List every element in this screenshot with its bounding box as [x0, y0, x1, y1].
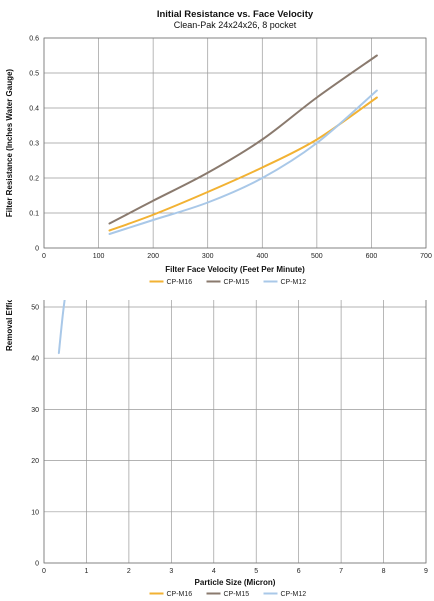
- x-tick-label: 2: [127, 568, 131, 575]
- chart-legend: CP-M16 CP-M15 CP-M12: [149, 591, 307, 598]
- grid-lines: [43, 300, 427, 564]
- x-tick-label: 7: [339, 568, 343, 575]
- x-tick-label: 700: [420, 253, 432, 260]
- x-tick-label: 3: [169, 568, 173, 575]
- x-tick-label: 4: [212, 568, 216, 575]
- x-tick-label: 500: [311, 253, 323, 260]
- legend-label: CP-M15: [224, 591, 250, 598]
- series-line-cp-m16: [108, 96, 378, 232]
- x-tick-label: 9: [424, 568, 428, 575]
- resistance-chart: Initial Resistance vs. Face VelocityClea…: [5, 9, 432, 286]
- y-tick-label: 0: [35, 561, 39, 568]
- x-tick-label: 100: [93, 253, 105, 260]
- y-tick-label: 0.5: [29, 71, 39, 78]
- legend-label: CP-M16: [167, 591, 193, 598]
- x-tick-label: 6: [297, 568, 301, 575]
- legend-label: CP-M15: [224, 279, 250, 286]
- legend-label: CP-M12: [281, 591, 307, 598]
- y-tick-label: 30: [31, 407, 39, 414]
- grid-lines: [43, 37, 427, 249]
- y-axis-label: Filter Resistance (Inches Water Gauge): [5, 69, 14, 218]
- y-tick-label: 50: [31, 305, 39, 312]
- x-tick-label: 1: [84, 568, 88, 575]
- series-line-cp-m12: [57, 300, 66, 355]
- legend-label: CP-M16: [167, 279, 193, 286]
- plot-frame: [43, 37, 427, 249]
- x-tick-label: 5: [254, 568, 258, 575]
- x-axis-label: Particle Size (Micron): [195, 578, 276, 587]
- x-tick-label: 600: [366, 253, 378, 260]
- x-tick-label: 0: [42, 253, 46, 260]
- legend-label: CP-M12: [281, 279, 307, 286]
- y-tick-label: 10: [31, 509, 39, 516]
- chart-subtitle: Clean-Pak 24x24x26, 8 pocket: [174, 20, 297, 30]
- y-tick-label: 40: [31, 356, 39, 363]
- x-tick-label: 300: [202, 253, 214, 260]
- y-tick-label: 0.2: [29, 176, 39, 183]
- x-axis-label: Filter Face Velocity (Feet Per Minute): [165, 265, 305, 274]
- x-tick-label: 8: [382, 568, 386, 575]
- chart-title: Initial Resistance vs. Face Velocity: [157, 9, 314, 20]
- series-line-cp-m15: [108, 54, 378, 225]
- series-line-cp-m12: [108, 89, 378, 235]
- efficiency-chart: Removal Efficiency by Particle SizeClean…: [5, 300, 428, 598]
- y-axis-label: Removal Efficiency (%): [5, 300, 14, 351]
- x-tick-label: 0: [42, 568, 46, 575]
- x-tick-label: 200: [147, 253, 159, 260]
- chart-legend: CP-M16 CP-M15 CP-M12: [149, 279, 307, 286]
- plot-frame: [43, 300, 427, 564]
- y-tick-label: 0.3: [29, 141, 39, 148]
- x-tick-label: 400: [256, 253, 268, 260]
- y-tick-label: 0.6: [29, 36, 39, 43]
- y-tick-label: 0: [35, 246, 39, 253]
- y-tick-label: 20: [31, 458, 39, 465]
- y-tick-label: 0.1: [29, 211, 39, 218]
- y-tick-label: 0.4: [29, 106, 39, 113]
